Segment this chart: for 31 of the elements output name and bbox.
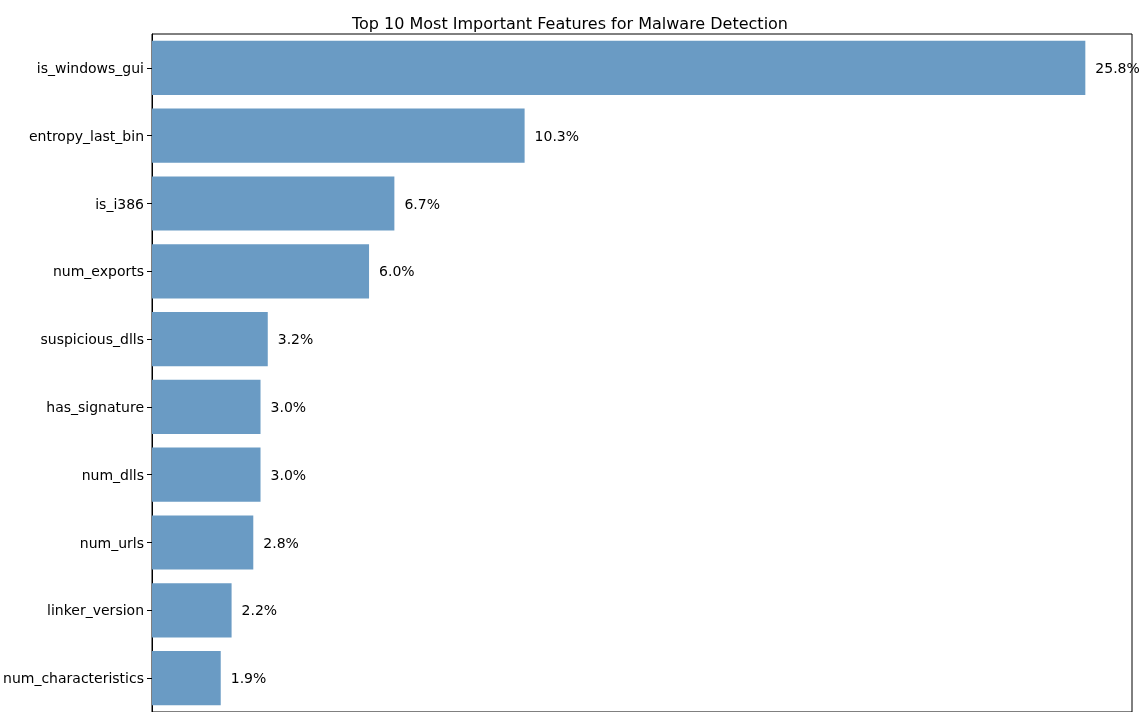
data-label: 2.2% xyxy=(241,602,278,619)
y-tick-label: num_dlls xyxy=(81,466,144,483)
y-tick-label: linker_version xyxy=(47,602,144,619)
data-label: 6.7% xyxy=(404,195,440,212)
y-tick-label: is_windows_gui xyxy=(36,59,144,76)
y-tick-label: is_i386 xyxy=(95,195,145,212)
y-tick-label: num_urls xyxy=(79,534,144,551)
y-tick-label: has_signature xyxy=(46,398,144,415)
chart-title: Top 10 Most Important Features for Malware Detection xyxy=(350,13,789,33)
data-label: 6.0% xyxy=(379,263,415,280)
bar xyxy=(152,447,261,502)
bar xyxy=(152,379,261,435)
bar xyxy=(152,583,232,638)
data-label: 1.9% xyxy=(230,670,267,687)
bar xyxy=(152,40,1086,96)
y-tick-label: num_exports xyxy=(52,263,144,280)
data-label: 3.0% xyxy=(270,398,307,415)
y-tick-label: entropy_last_bin xyxy=(28,127,144,144)
bar xyxy=(152,311,268,367)
data-label: 10.3% xyxy=(534,127,580,144)
data-label: 2.8% xyxy=(263,534,299,551)
bar xyxy=(152,244,370,299)
data-label: 25.8% xyxy=(1095,59,1140,76)
bar xyxy=(152,108,525,163)
data-label: 3.0% xyxy=(270,466,307,483)
y-tick-label: suspicious_dlls xyxy=(40,331,144,348)
data-label: 3.2% xyxy=(277,331,314,348)
bar xyxy=(152,650,221,706)
bar xyxy=(152,176,395,231)
y-tick-label: num_characteristics xyxy=(3,670,144,687)
bar xyxy=(152,515,254,570)
